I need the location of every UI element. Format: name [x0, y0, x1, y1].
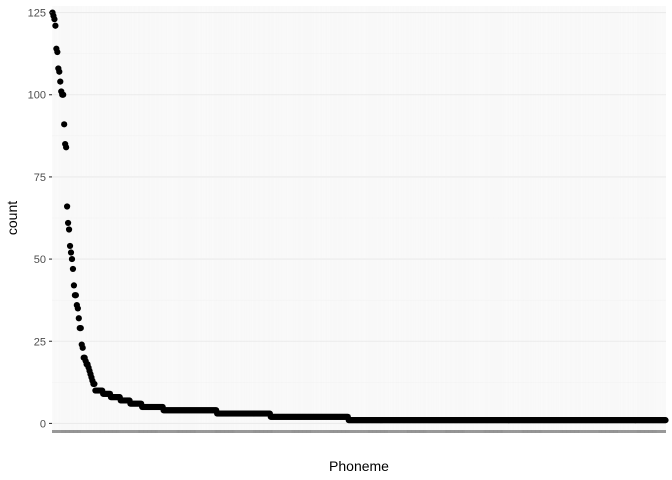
- data-point: [63, 144, 70, 151]
- data-points: [49, 9, 669, 424]
- x-axis-ticks: [52, 430, 666, 433]
- data-point: [64, 219, 72, 227]
- data-point: [65, 226, 73, 233]
- data-point: [70, 282, 78, 289]
- data-point: [56, 68, 63, 75]
- data-point: [75, 315, 82, 322]
- data-point: [662, 417, 669, 424]
- y-tick-label: 25: [34, 336, 46, 348]
- data-point: [64, 203, 71, 210]
- y-tick-label: 75: [34, 172, 46, 184]
- y-tick-label: 0: [40, 418, 46, 430]
- x-axis-title: Phoneme: [329, 458, 389, 474]
- data-point: [77, 325, 84, 332]
- data-point: [61, 121, 68, 128]
- data-point: [72, 292, 79, 299]
- data-point: [66, 242, 74, 250]
- data-point: [51, 16, 58, 23]
- data-point: [74, 305, 81, 312]
- grid-major: [52, 6, 666, 430]
- data-point: [57, 78, 64, 85]
- grid-minor: [52, 53, 666, 383]
- data-point: [68, 255, 76, 263]
- y-axis-ticks: 0 25 50 75 100 125: [28, 8, 52, 430]
- data-point: [67, 249, 75, 256]
- data-point: [91, 380, 98, 388]
- y-tick-label: 100: [28, 90, 46, 102]
- data-point: [54, 48, 61, 56]
- data-point: [79, 344, 86, 351]
- data-point: [60, 91, 67, 98]
- y-axis-title: count: [4, 201, 20, 235]
- data-point: [52, 22, 59, 29]
- data-point: [69, 265, 77, 273]
- y-tick-label: 50: [34, 254, 46, 266]
- y-tick-label: 125: [28, 8, 46, 20]
